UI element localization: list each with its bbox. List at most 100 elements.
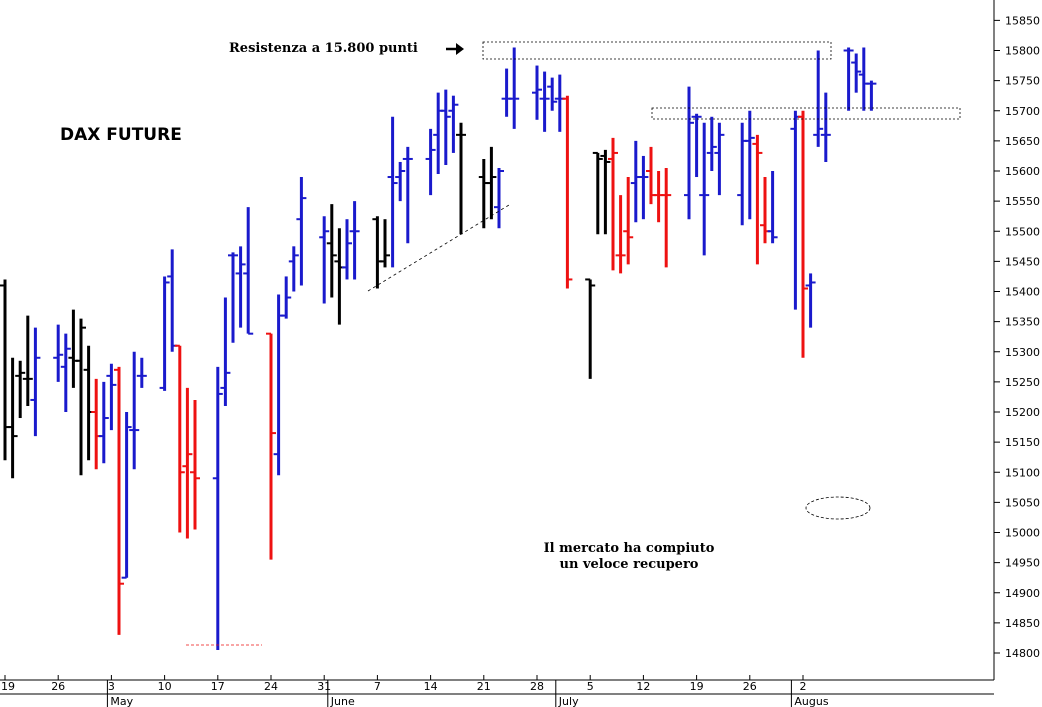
ohlc-bar-35: [342, 219, 352, 280]
y-axis: 14800 14850 14900 14950 15000 15050 15100 15150…: [993, 0, 1040, 680]
y-tick-label-11: 15350: [1005, 316, 1040, 329]
ohlc-bar-86: [866, 80, 877, 111]
ohlc-bar-6: [60, 333, 71, 412]
ohlc-bar-22: [212, 366, 223, 650]
ohlc-bar-85: [858, 47, 869, 111]
ohlc-bar-79: [798, 110, 808, 358]
recovery-note-line2: un veloce recupero: [560, 557, 699, 572]
ohlc-bar-18: [167, 249, 178, 352]
ohlc-bar-5: [53, 324, 64, 382]
ohlc-bar-76: [760, 177, 770, 244]
y-tick-label-2: 14900: [1005, 587, 1040, 600]
x-axis: 19 26 3 10 17 24 31 7 14 21 28 5 12 19 26 2 May June July A…: [0, 675, 994, 707]
ohlc-bar-49: [494, 167, 504, 229]
ohlc-bar-48: [486, 146, 497, 220]
x-tick-label-14: 26: [743, 680, 757, 693]
ohlc-bar-36: [349, 201, 360, 280]
ohlc-bar-52: [532, 65, 542, 120]
ohlc-bar-28: [273, 294, 284, 476]
ohlc-bar-19: [174, 344, 185, 533]
ohlc-bar-12: [106, 363, 117, 431]
x-tick-label-8: 14: [424, 680, 438, 693]
x-tick-label-0: 19: [1, 680, 15, 693]
ohlc-bar-37: [372, 216, 383, 289]
ohlc-bar-3: [22, 315, 33, 406]
ohlc-bar-53: [539, 71, 550, 132]
x-tick-label-9: 21: [477, 680, 491, 693]
resistance-box-15700: [651, 107, 961, 120]
ohlc-bar-78: [790, 110, 801, 310]
ohlc-bar-56: [562, 95, 573, 289]
ohlc-bar-82: [820, 92, 831, 162]
x-tick-label-2: 3: [108, 680, 115, 693]
ohlc-bar-27: [266, 332, 276, 560]
ohlc-bar-20: [182, 387, 193, 539]
ohlc-bar-69: [691, 113, 702, 178]
ohlc-bar-13: [114, 366, 124, 635]
ohlc-bar-84: [851, 53, 862, 93]
month-label-1: June: [330, 695, 355, 707]
y-tick-label-16: 15600: [1005, 165, 1040, 178]
y-tick-label-20: 15800: [1005, 45, 1040, 58]
y-tick-label-1: 14850: [1005, 617, 1040, 630]
ohlc-bar-41: [402, 146, 413, 244]
ohlc-bar-61: [615, 195, 626, 274]
ohlc-bar-74: [744, 110, 755, 220]
ohlc-bar-39: [387, 116, 398, 268]
ohlc-bar-4: [30, 327, 41, 437]
ohlc-bar-77: [767, 171, 778, 244]
low-ellipse: [805, 496, 871, 520]
ohlc-bar-11: [98, 381, 109, 464]
ohlc-bar-70: [699, 122, 710, 256]
y-tick-label-10: 15300: [1005, 346, 1040, 359]
x-tick-label-5: 24: [264, 680, 278, 693]
y-tick-label-0: 14800: [1005, 647, 1040, 660]
ohlc-bar-31: [296, 177, 307, 286]
ohlc-bar-54: [547, 77, 558, 111]
y-tick-label-3: 14950: [1005, 557, 1040, 570]
ohlc-bar-32: [319, 216, 330, 304]
y-tick-label-13: 15450: [1005, 255, 1040, 268]
price-bars: [0, 47, 877, 650]
ohlc-bar-51: [509, 47, 520, 129]
ohlc-bar-23: [220, 297, 231, 406]
x-tick-label-15: 2: [800, 680, 807, 693]
ohlc-bar-68: [684, 86, 694, 220]
x-tick-label-13: 19: [690, 680, 704, 693]
ohlc-bar-75: [752, 134, 763, 265]
ohlc-bar-15: [129, 351, 140, 470]
ohlc-bar-50: [501, 68, 512, 117]
ohlc-bar-43: [433, 92, 444, 175]
ohlc-bar-24: [228, 252, 238, 343]
ohlc-bar-59: [600, 149, 611, 235]
ohlc-bar-66: [653, 171, 664, 223]
y-tick-label-19: 15750: [1005, 75, 1040, 88]
x-tick-label-11: 5: [587, 680, 594, 693]
ohlc-bar-34: [334, 228, 345, 325]
ohlc-bar-0: [0, 279, 10, 461]
y-tick-label-14: 15500: [1005, 225, 1040, 238]
x-tick-label-10: 28: [530, 680, 544, 693]
ohlc-bar-73: [737, 122, 748, 226]
ohlc-bar-72: [714, 122, 725, 196]
y-tick-label-15: 15550: [1005, 195, 1040, 208]
ohlc-bar-60: [608, 137, 618, 271]
ohlc-bar-16: [136, 357, 147, 388]
y-tick-label-5: 15050: [1005, 496, 1040, 509]
ohlc-bar-58: [592, 151, 603, 235]
ohlc-bar-10: [91, 378, 102, 470]
ohlc-bar-67: [661, 167, 672, 268]
ohlc-bar-83: [843, 47, 854, 111]
ohlc-bar-40: [395, 161, 406, 202]
ohlc-bar-38: [380, 219, 390, 268]
ohlc-bar-55: [554, 74, 565, 132]
y-tick-label-4: 15000: [1005, 527, 1040, 540]
ohlc-bar-30: [288, 246, 299, 292]
y-tick-label-21: 15850: [1005, 14, 1040, 27]
x-tick-label-6: 31: [317, 680, 331, 693]
y-tick-label-7: 15150: [1005, 436, 1040, 449]
ohlc-bar-80: [805, 273, 816, 328]
ohlc-bar-29: [281, 276, 292, 319]
x-tick-label-4: 17: [211, 680, 225, 693]
